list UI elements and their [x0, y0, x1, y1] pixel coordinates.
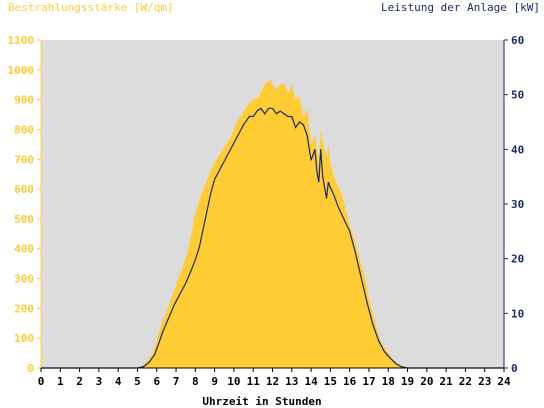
x-axis-tick-label: 17: [362, 375, 375, 388]
x-axis-tick-label: 8: [192, 375, 199, 388]
x-axis-tick-label: 24: [497, 375, 511, 388]
x-axis-tick-label: 18: [382, 375, 395, 388]
x-axis-tick-label: 22: [459, 375, 472, 388]
x-axis-tick-label: 5: [134, 375, 141, 388]
right-axis-tick-label: 0: [511, 362, 518, 375]
x-axis-tick-label: 6: [153, 375, 160, 388]
x-axis-label: Uhrzeit in Stunden: [202, 395, 321, 408]
left-axis-tick-label: 0: [27, 362, 34, 375]
x-axis-tick-label: 20: [420, 375, 433, 388]
x-axis-tick-label: 19: [401, 375, 414, 388]
power-line: [41, 107, 504, 369]
left-axis-tick-label: 800: [14, 123, 34, 136]
x-axis-tick-label: 9: [211, 375, 218, 388]
x-axis-tick-label: 14: [304, 375, 318, 388]
x-axis-tick-label: 11: [247, 375, 261, 388]
axes-layer: 0100200300400500600700800900100011000102…: [8, 34, 525, 388]
x-axis-tick-label: 23: [478, 375, 491, 388]
x-axis-tick-label: 7: [173, 375, 180, 388]
left-axis-tick-label: 100: [14, 332, 34, 345]
right-axis-tick-label: 40: [511, 143, 524, 156]
x-axis-tick-label: 13: [285, 375, 298, 388]
right-axis-title: Leistung der Anlage [kW]: [381, 1, 540, 14]
x-axis-tick-label: 16: [343, 375, 357, 388]
left-axis-tick-label: 700: [14, 153, 34, 166]
left-axis-tick-label: 900: [14, 94, 34, 107]
x-axis-tick-label: 10: [227, 375, 240, 388]
x-axis-tick-label: 1: [57, 375, 64, 388]
left-axis-tick-label: 300: [14, 273, 34, 286]
left-axis-tick-label: 400: [14, 243, 34, 256]
x-axis-tick-label: 0: [38, 375, 45, 388]
left-axis-tick-label: 500: [14, 213, 34, 226]
right-axis-tick-label: 50: [511, 89, 524, 102]
x-axis-tick-label: 4: [115, 375, 122, 388]
x-axis-tick-label: 21: [440, 375, 454, 388]
x-axis-tick-label: 2: [76, 375, 83, 388]
x-axis-tick-label: 3: [96, 375, 103, 388]
left-axis-tick-label: 1000: [8, 64, 35, 77]
left-axis-tick-label: 200: [14, 302, 34, 315]
x-axis-tick-label: 15: [324, 375, 337, 388]
right-axis-tick-label: 60: [511, 34, 524, 47]
right-axis-tick-label: 20: [511, 253, 524, 266]
right-axis-tick-label: 30: [511, 198, 524, 211]
left-axis-title: Bestrahlungsstärke [W/qm]: [8, 1, 174, 14]
right-axis-tick-label: 10: [511, 307, 524, 320]
left-axis-tick-label: 1100: [8, 34, 35, 47]
irradiance-area: [41, 80, 504, 369]
series-layer: [41, 80, 504, 369]
left-axis-tick-label: 600: [14, 183, 34, 196]
x-axis-tick-label: 12: [266, 375, 279, 388]
